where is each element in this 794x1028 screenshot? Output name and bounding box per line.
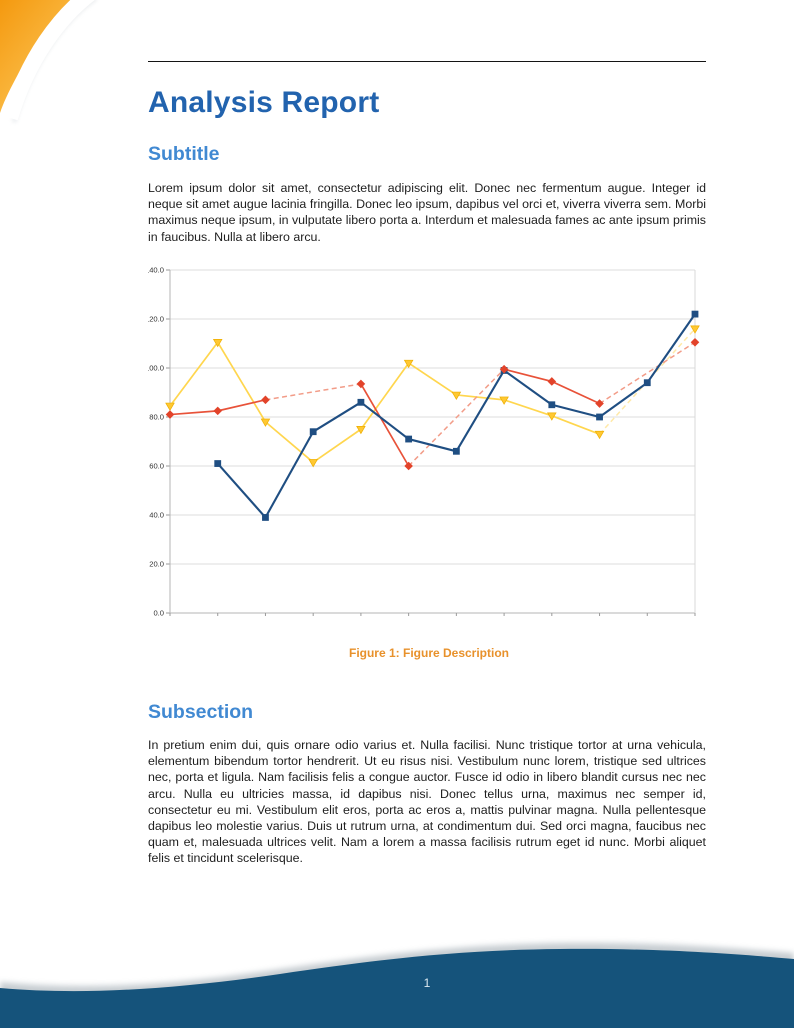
subsection-paragraph: In pretium enim dui, quis ornare odio va…: [148, 738, 706, 866]
document-body: Analysis Report Subtitle Lorem ipsum dol…: [145, 0, 708, 1028]
figure-caption: Figure 1: Figure Description: [348, 646, 510, 660]
corner-swoosh-decoration: [0, 0, 97, 123]
corner-orange-shape: [0, 0, 82, 113]
svg-text:40.0: 40.0: [149, 511, 164, 520]
svg-text:20.0: 20.0: [149, 560, 164, 569]
subsection-heading: Subsection: [148, 701, 254, 723]
page-title: Analysis Report: [148, 86, 380, 119]
line-chart: 0.0 20.0 40.0 60.0 80.0 100.0 120.0 140.0: [145, 258, 708, 630]
svg-text:80.0: 80.0: [149, 413, 164, 422]
svg-text:0.0: 0.0: [153, 609, 164, 618]
svg-text:100.0: 100.0: [148, 364, 164, 373]
footer-wave-graphic: [0, 942, 794, 1028]
figure-1: 0.0 20.0 40.0 60.0 80.0 100.0 120.0 140.0: [145, 258, 708, 630]
footer-wave-shape: [0, 948, 794, 1028]
subtitle-heading: Subtitle: [148, 143, 220, 165]
intro-paragraph: Lorem ipsum dolor sit amet, consectetur …: [148, 181, 706, 244]
svg-text:60.0: 60.0: [149, 462, 164, 471]
svg-text:140.0: 140.0: [148, 266, 164, 275]
svg-text:120.0: 120.0: [148, 315, 164, 324]
header-rule: [148, 61, 706, 62]
footer: 1: [0, 916, 794, 1028]
page-number: 1: [423, 976, 431, 990]
